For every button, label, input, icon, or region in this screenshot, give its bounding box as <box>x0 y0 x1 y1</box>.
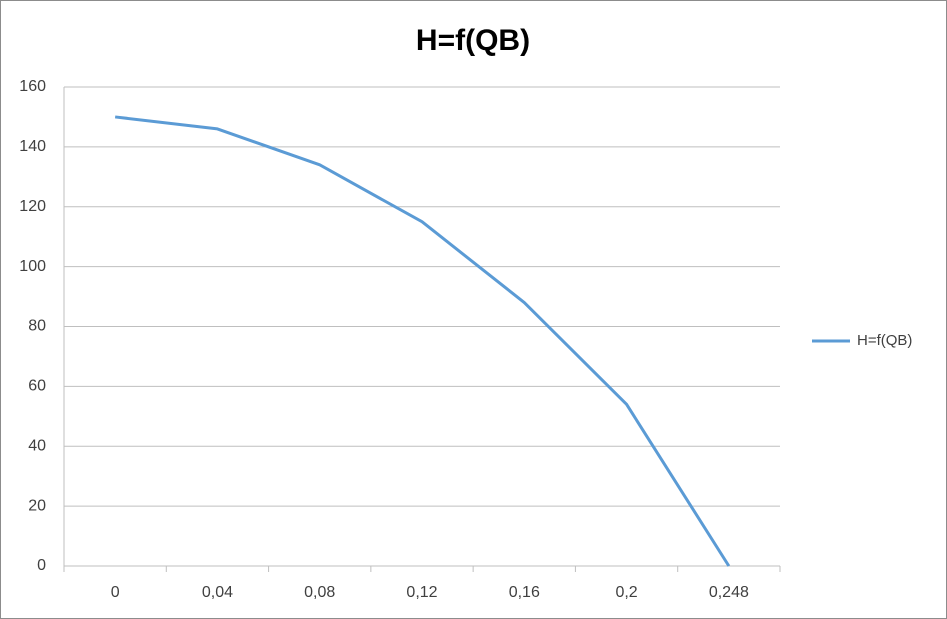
y-tick-label: 80 <box>28 318 46 335</box>
x-tick-label: 0,04 <box>202 584 233 601</box>
chart-title: H=f(QB) <box>416 24 530 57</box>
y-tick-label: 40 <box>28 437 46 454</box>
x-tick-label: 0,12 <box>406 584 437 601</box>
x-tick-label: 0,2 <box>615 584 637 601</box>
x-tick-label: 0 <box>111 584 120 601</box>
y-tick-label: 100 <box>19 258 46 275</box>
x-tick-label: 0,08 <box>304 584 335 601</box>
x-tick-label: 0,248 <box>709 584 749 601</box>
data-line <box>114 115 731 567</box>
x-tick-label: 0,16 <box>509 584 540 601</box>
y-tick-label: 160 <box>19 78 46 95</box>
y-tick-label: 0 <box>37 557 46 574</box>
y-tick-label: 20 <box>28 497 46 514</box>
legend-label: H=f(QB) <box>857 332 912 349</box>
y-tick-label: 60 <box>28 378 46 395</box>
y-tick-label: 120 <box>19 198 46 215</box>
y-tick-label: 140 <box>19 138 46 155</box>
